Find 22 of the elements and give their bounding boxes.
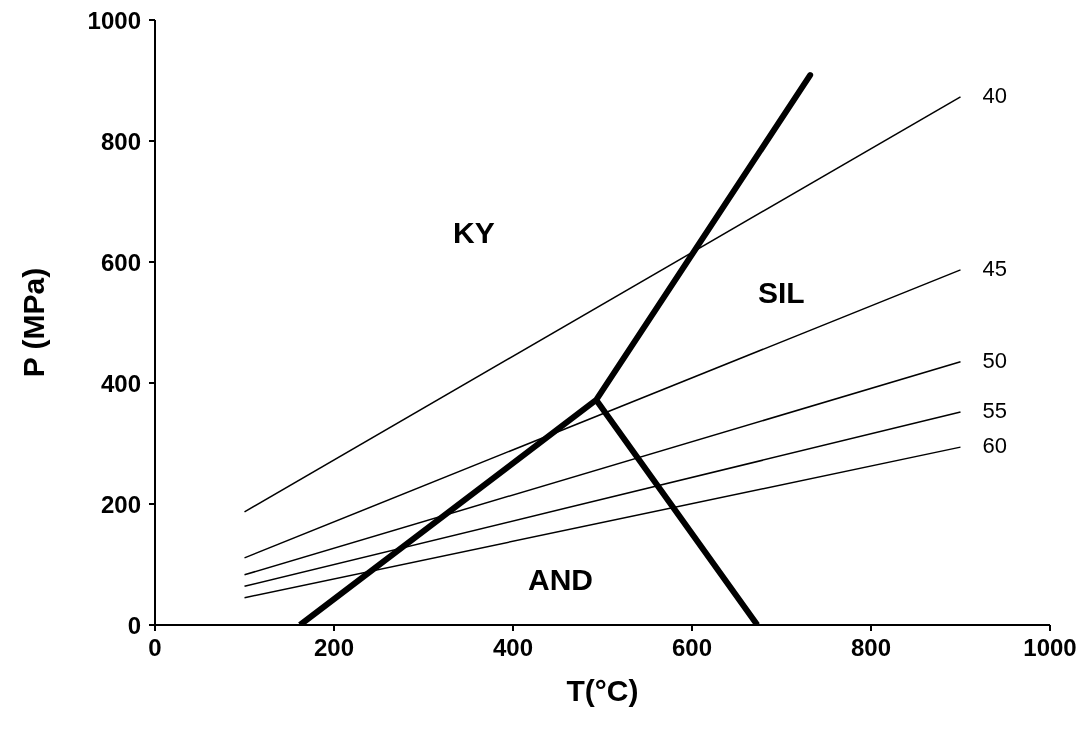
y-tick-label: 1000 — [87, 6, 141, 34]
series-label: 50 — [982, 347, 1007, 373]
y-tick-label: 800 — [100, 127, 141, 155]
x-tick-label: 600 — [671, 634, 713, 662]
annotation: SIL — [758, 276, 805, 310]
series-label: 40 — [982, 82, 1007, 108]
x-tick-label: 0 — [148, 634, 162, 662]
y-axis-title: P (MPa) — [17, 267, 50, 378]
y-tick-label: 200 — [100, 490, 141, 518]
x-tick-label: 200 — [313, 634, 355, 662]
series-label: 55 — [982, 398, 1007, 424]
x-tick-label: 800 — [850, 634, 892, 662]
y-tick-label: 400 — [100, 369, 141, 397]
series-label: 45 — [982, 255, 1007, 281]
x-tick-label: 400 — [492, 634, 534, 662]
y-tick-label: 600 — [100, 248, 141, 276]
x-axis-title: T(°C) — [566, 674, 639, 707]
x-tick-label: 1000 — [1023, 634, 1077, 662]
annotation: KY — [453, 216, 495, 250]
annotation: AND — [528, 563, 593, 597]
y-tick-label: 0 — [127, 611, 141, 639]
series-label: 60 — [982, 433, 1007, 459]
